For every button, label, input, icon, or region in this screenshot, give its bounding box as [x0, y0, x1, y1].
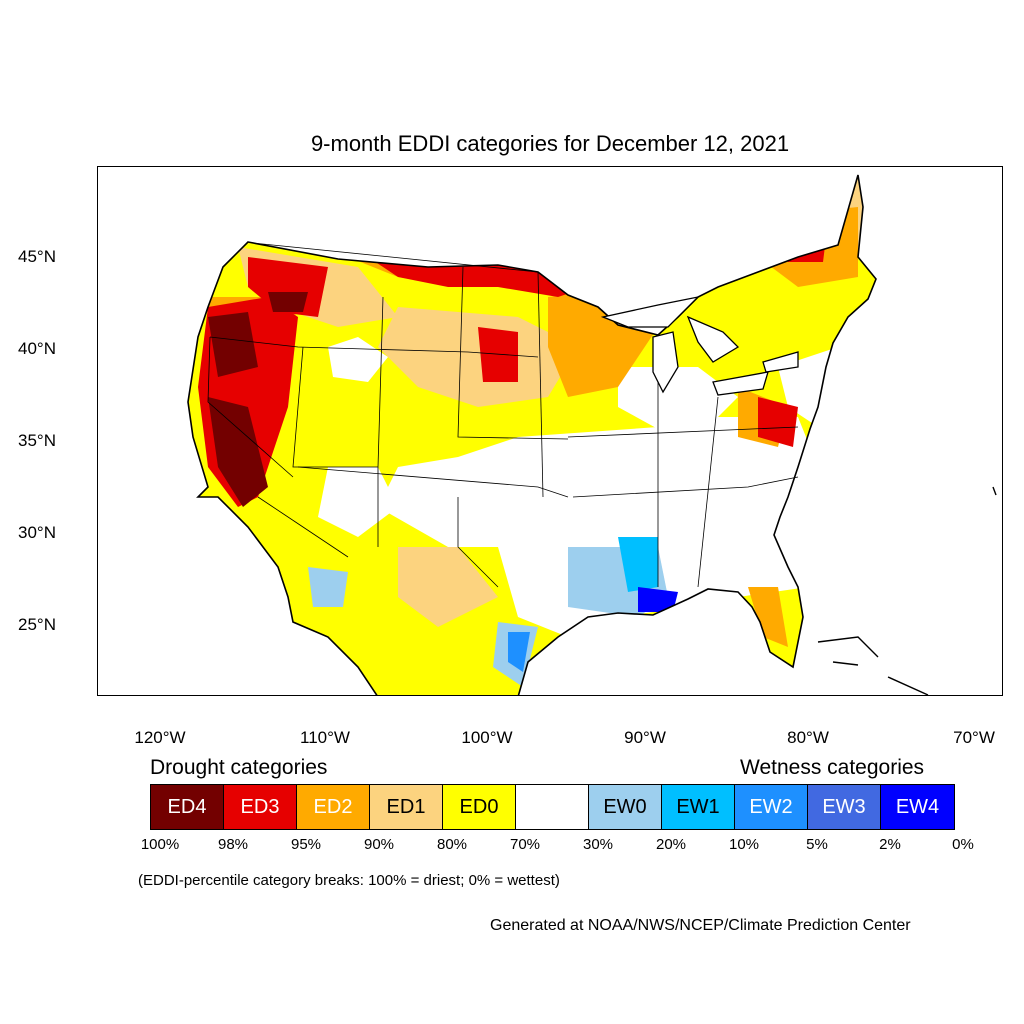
- legend-break-label: 30%: [582, 836, 614, 853]
- legend-break-label: 70%: [509, 836, 541, 853]
- lon-label-70: 70°W: [953, 728, 995, 747]
- legend-swatch-normal: [516, 785, 589, 829]
- legend-color-bar: ED4 ED3 ED2 ED1 ED0 EW0 EW1 EW2 EW3 EW4: [150, 784, 955, 830]
- lon-label-100: 100°W: [461, 728, 513, 747]
- state-boundaries: [207, 242, 799, 588]
- credit-line: Generated at NOAA/NWS/NCEP/Climate Predi…: [490, 917, 911, 934]
- legend-break-label: 90%: [363, 836, 395, 853]
- map-title: 9-month EDDI categories for December 12,…: [310, 131, 790, 156]
- legend-swatch-ed4: ED4: [151, 785, 224, 829]
- wetness-heading: Wetness categories: [740, 756, 925, 779]
- lon-label-120: 120°W: [134, 728, 186, 747]
- legend-swatch-ed0: ED0: [443, 785, 516, 829]
- legend-swatch-ew3: EW3: [808, 785, 881, 829]
- legend-swatch-ed2: ED2: [297, 785, 370, 829]
- great-lakes: [600, 295, 799, 396]
- drought-field: [188, 175, 876, 695]
- legend-break-label: 95%: [290, 836, 322, 853]
- legend-break-label: 5%: [806, 836, 828, 853]
- drought-heading: Drought categories: [150, 756, 328, 779]
- islands: [817, 486, 997, 695]
- legend-break-label: 0%: [952, 836, 974, 853]
- lon-label-90: 90°W: [624, 728, 666, 747]
- lon-label-80: 80°W: [787, 728, 829, 747]
- legend-swatch-ew4: EW4: [881, 785, 954, 829]
- legend-swatch-ew1: EW1: [662, 785, 735, 829]
- lat-label-30: 30°N: [18, 523, 56, 542]
- lat-label-40: 40°N: [18, 339, 56, 358]
- category-note: (EDDI-percentile category breaks: 100% =…: [138, 872, 560, 889]
- legend-break-label: 98%: [217, 836, 249, 853]
- legend-break-label: 100%: [140, 836, 180, 853]
- lat-label-35: 35°N: [18, 431, 56, 450]
- legend-swatch-ed1: ED1: [370, 785, 443, 829]
- legend-swatch-ew0: EW0: [589, 785, 662, 829]
- legend-swatch-ew2: EW2: [735, 785, 808, 829]
- map-frame: [97, 166, 1003, 696]
- eddi-map: [187, 174, 997, 695]
- legend-break-label: 20%: [655, 836, 687, 853]
- legend-break-label: 10%: [728, 836, 760, 853]
- legend-swatch-ed3: ED3: [224, 785, 297, 829]
- legend-break-label: 2%: [879, 836, 901, 853]
- legend-break-label: 80%: [436, 836, 468, 853]
- lat-label-45: 45°N: [18, 247, 56, 266]
- lon-label-110: 110°W: [300, 728, 350, 747]
- lat-label-25: 25°N: [18, 615, 56, 634]
